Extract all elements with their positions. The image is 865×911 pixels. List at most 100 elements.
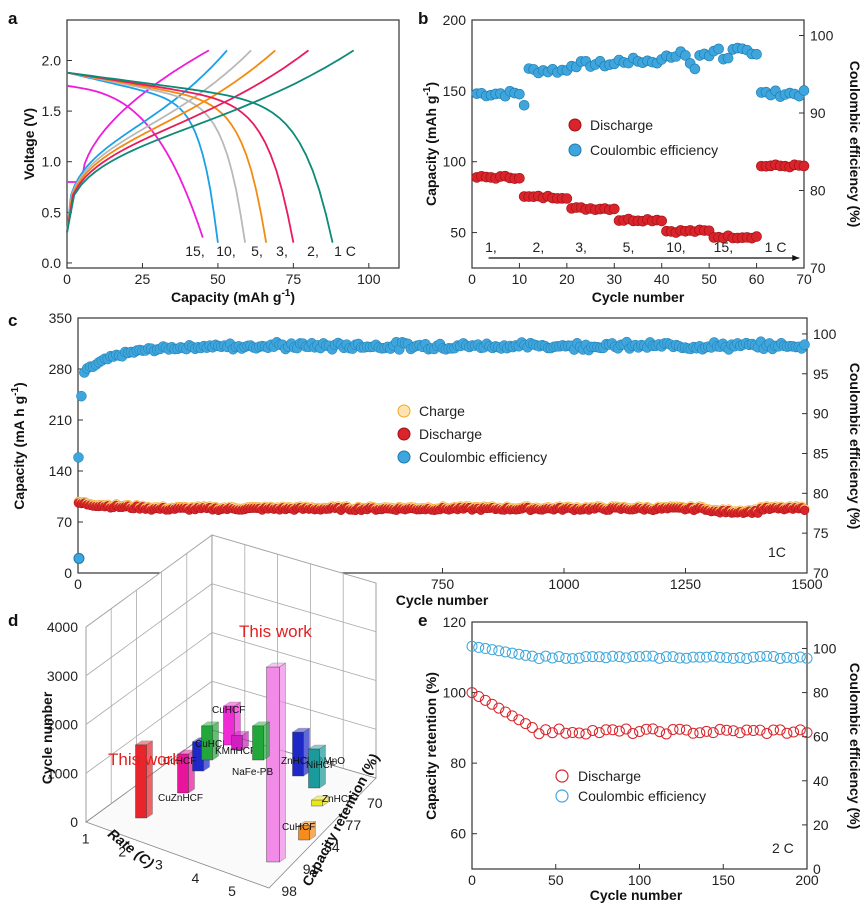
x-tick-label: 70 xyxy=(796,271,812,287)
discharge-point xyxy=(647,723,659,735)
grid-line xyxy=(85,680,213,774)
bar-top xyxy=(251,721,271,727)
discharge-point xyxy=(687,727,699,739)
charge-curve-5C xyxy=(66,49,252,233)
ce-point xyxy=(486,644,498,656)
y2-tick-label: 80 xyxy=(813,685,829,701)
ce-point xyxy=(593,651,605,663)
y2-tick-label: 75 xyxy=(813,525,829,541)
ce-point xyxy=(479,643,491,655)
y-tick-label: 280 xyxy=(49,361,73,377)
panel-letter-d: d xyxy=(8,611,18,630)
ce-point xyxy=(694,651,706,663)
panel-c-rate-note: 1C xyxy=(768,544,786,560)
y-tick-label: 100 xyxy=(443,685,467,701)
grid-line xyxy=(85,583,213,677)
y-tick-label: 70 xyxy=(56,514,72,530)
discharge-point xyxy=(613,725,625,737)
panel-a-rate-labels: 15, 10, 5, 3, 2, 1 C xyxy=(185,243,356,259)
discharge-point xyxy=(701,725,712,737)
ce-point xyxy=(587,651,599,663)
panel-a-ylabel: Voltage (V) xyxy=(21,108,37,180)
x-tick-label: 1000 xyxy=(548,576,579,592)
panel-e-ticks: 0 50 100 150 200 60 80 100 120 0 20 40 60 80 100 xyxy=(443,614,837,888)
y2-tick-label: 95 xyxy=(813,366,829,382)
rate-tick-label: 4 xyxy=(192,870,200,886)
rate-arrow-label: 1 C xyxy=(765,239,787,255)
x-tick-label: 25 xyxy=(135,271,151,287)
y2-tick-label: 100 xyxy=(813,640,837,656)
panel-e-legend-ce: Coulombic efficiency xyxy=(578,788,706,804)
discharge-point xyxy=(801,727,813,739)
discharge-point xyxy=(774,724,786,736)
grid-line xyxy=(211,680,377,730)
ce-point xyxy=(493,645,505,657)
discharge-point xyxy=(751,231,762,242)
y-tick-label: 0.0 xyxy=(42,255,62,271)
panel-c-legend-ce-marker xyxy=(397,450,411,464)
bar-front xyxy=(252,725,264,761)
ce-point xyxy=(674,652,686,664)
rate-label: 2, xyxy=(307,243,319,259)
panel-b-ticks: 0 10 20 30 40 50 60 70 50 100 150 200 70 80 90 100 xyxy=(443,12,834,287)
bar-top xyxy=(310,795,330,801)
ce-point xyxy=(520,649,532,661)
panel-a-xlabel: Capacity (mAh g-1) xyxy=(171,288,295,305)
panel-a-frame xyxy=(66,19,400,269)
ce-point xyxy=(741,653,753,665)
discharge-point xyxy=(526,722,538,734)
ce-point xyxy=(560,652,572,664)
ce-point xyxy=(473,641,485,653)
charge-curve-2C xyxy=(66,49,310,233)
x-tick-label: 100 xyxy=(357,271,381,287)
ce-point xyxy=(654,652,666,664)
z-tick-label: 2000 xyxy=(47,717,78,733)
y2-tick-label: 70 xyxy=(810,260,826,276)
charge-curve-10C xyxy=(66,49,228,233)
panel-c-frame xyxy=(77,317,808,574)
y2-tick-label: 80 xyxy=(813,485,829,501)
discharge-curve-1C xyxy=(66,71,334,243)
bar-top xyxy=(307,744,327,750)
ce-point xyxy=(553,651,565,663)
discharge-curve-5C xyxy=(66,71,246,243)
y2-tick-label: 100 xyxy=(813,326,837,342)
grid-line xyxy=(211,632,377,681)
panel-a-ticks: 0 25 50 75 100 0.0 0.5 1.0 1.5 2.0 xyxy=(42,52,381,287)
retention-tick-label: 77 xyxy=(346,817,362,833)
bar-label: NaFe-PB xyxy=(232,767,273,778)
panel-e-ylabel: Capacity retention (%) xyxy=(423,672,439,820)
ce-point xyxy=(73,452,84,463)
y-tick-label: 1.5 xyxy=(42,103,62,119)
discharge-point xyxy=(634,725,645,737)
rate-tick-label: 2 xyxy=(118,844,126,860)
bar-top xyxy=(265,662,287,668)
y2-tick-label: 90 xyxy=(810,105,826,121)
discharge-point xyxy=(608,203,620,215)
bar-top xyxy=(291,727,311,733)
y2-tick-label: 70 xyxy=(813,565,829,581)
y2-tick-label: 80 xyxy=(810,183,826,199)
ce-point xyxy=(794,651,806,663)
bar-label: KMnHCF xyxy=(215,746,256,757)
discharge-curve-15C xyxy=(66,84,204,238)
discharge-point xyxy=(500,706,511,718)
ce-point xyxy=(687,651,699,663)
ce-point xyxy=(620,652,632,664)
bar-front xyxy=(266,666,280,863)
ce-point xyxy=(798,85,810,96)
x-tick-label: 20 xyxy=(559,271,575,287)
y-tick-label: 50 xyxy=(450,225,466,241)
discharge-point xyxy=(694,727,706,739)
x-tick-label: 50 xyxy=(548,872,564,888)
discharge-point xyxy=(600,724,612,736)
panel-b-legend-discharge: Discharge xyxy=(590,117,653,133)
ce-point xyxy=(607,650,619,662)
bar-kmnhcf: KMnHCF xyxy=(215,731,256,757)
ce-point xyxy=(647,650,659,662)
rate-tick-label: 5 xyxy=(228,883,236,899)
discharge-point xyxy=(560,727,572,739)
discharge-point xyxy=(794,724,806,736)
panel-b-rate-arrow: 1, 2, 3, 5, 10, 15, 1 C xyxy=(485,239,800,261)
discharge-point xyxy=(768,724,779,736)
